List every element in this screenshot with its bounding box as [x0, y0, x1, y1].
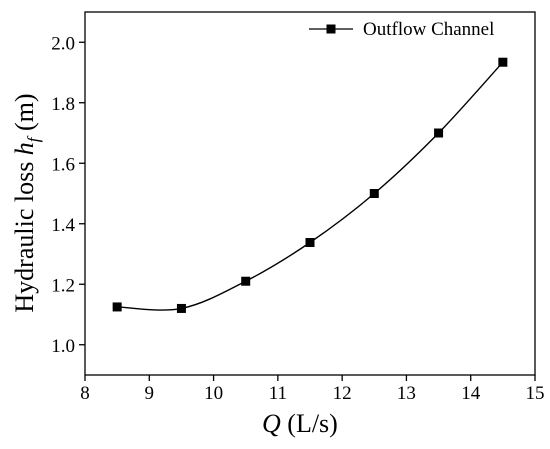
x-tick-label: 12	[333, 383, 352, 404]
plot-frame	[84, 11, 536, 376]
data-point	[176, 303, 186, 313]
data-point	[434, 128, 444, 138]
x-tick-label: 10	[204, 383, 223, 404]
y-tick-label: 2.0	[51, 33, 75, 54]
series-layer	[117, 61, 504, 311]
data-point	[241, 276, 251, 286]
y-axis-title: Hydraulic loss hf (m)	[10, 93, 43, 312]
y-tick-label: 1.6	[51, 154, 75, 175]
legend: Outflow Channel	[309, 19, 494, 40]
y-tick-label: 1.4	[51, 215, 75, 236]
y-tick-label: 1.0	[51, 336, 75, 357]
data-point	[305, 238, 315, 248]
ticks: 8 9 10 11 12 13 14 15 1.0 1.2 1.4 1.6 1.8 2.0	[51, 33, 544, 404]
data-point	[369, 189, 379, 198]
x-tick-label: 9	[145, 383, 155, 404]
y-tick-label: 1.2	[51, 275, 75, 296]
x-tick-label: 14	[461, 383, 481, 404]
legend-label: Outflow Channel	[363, 19, 494, 40]
data-point	[112, 302, 122, 312]
series-line-outflow-channel	[117, 61, 504, 311]
x-tick-label: 8	[80, 383, 90, 404]
legend-marker	[326, 24, 336, 34]
axes	[84, 11, 536, 376]
x-tick-label: 13	[397, 383, 416, 404]
x-tick-label: 15	[526, 383, 545, 404]
y-tick-label: 1.8	[51, 94, 75, 115]
x-tick-label: 11	[269, 383, 287, 404]
data-point	[498, 57, 508, 67]
marker-layer	[112, 57, 508, 313]
x-axis-title: Q (L/s)	[262, 409, 338, 438]
